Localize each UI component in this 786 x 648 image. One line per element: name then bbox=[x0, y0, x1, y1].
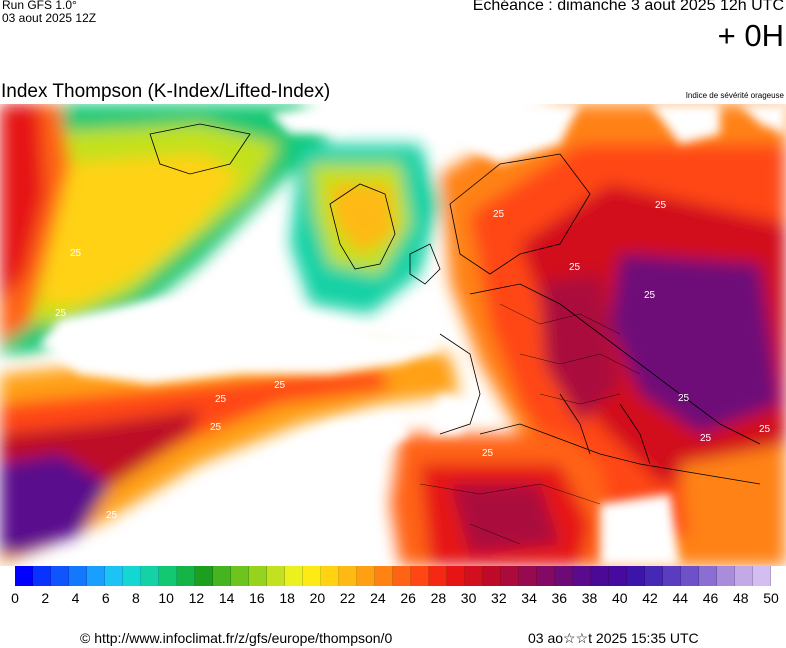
run-label: Run GFS 1.0° bbox=[2, 0, 77, 12]
colorbar-cell bbox=[357, 566, 375, 586]
footer-generated-time: 03 ao☆☆t 2025 15:35 UTC bbox=[528, 630, 699, 646]
footer-source-url: © http://www.infoclimat.fr/z/gfs/europe/… bbox=[80, 630, 393, 646]
colorbar-cell bbox=[411, 566, 429, 586]
colorbar-tick-label: 24 bbox=[370, 590, 386, 606]
colorbar-cell bbox=[501, 566, 519, 586]
colorbar-cell bbox=[321, 566, 339, 586]
colorbar-tick-label: 28 bbox=[430, 590, 447, 606]
contour-label: 25 bbox=[210, 422, 222, 433]
coastlines bbox=[149, 123, 761, 485]
colorbar-tick-label: 36 bbox=[551, 590, 568, 606]
colorbar-tick-label: 22 bbox=[339, 590, 356, 606]
colorbar-cell bbox=[591, 566, 609, 586]
colorbar-tick-label: 40 bbox=[612, 590, 628, 606]
map-subtitle: Indice de sévérité orageuse bbox=[685, 91, 784, 100]
colorbar-cell bbox=[285, 566, 303, 586]
colorbar-cell bbox=[483, 566, 501, 586]
colorbar-cell bbox=[51, 566, 69, 586]
colorbar-tick-label: 20 bbox=[309, 590, 326, 606]
contour-label: 25 bbox=[55, 308, 67, 319]
contour-label: 25 bbox=[569, 262, 581, 273]
forecast-map: 25 25 25 25 25 25 25 25 25 25 25 25 25 2… bbox=[0, 104, 786, 566]
colorbar-tick-label: 8 bbox=[132, 590, 140, 606]
colorbar-cell bbox=[33, 566, 51, 586]
colorbar-cell bbox=[195, 566, 213, 586]
colorbar-cell bbox=[375, 566, 393, 586]
colorbar-tick-label: 16 bbox=[249, 590, 265, 606]
contour-label: 25 bbox=[759, 424, 771, 435]
contour-label: 25 bbox=[106, 510, 118, 521]
colorbar-tick-label: 34 bbox=[521, 590, 537, 606]
colorbar-tick-label: 6 bbox=[101, 590, 110, 606]
colorbar-cell bbox=[141, 566, 159, 586]
colorbar-tick-label: 30 bbox=[460, 590, 477, 606]
colorbar-cell bbox=[339, 566, 357, 586]
colorbar bbox=[0, 566, 786, 586]
forecast-offset: + 0H bbox=[717, 18, 784, 53]
colorbar-tick-label: 48 bbox=[732, 590, 749, 606]
contour-label: 25 bbox=[215, 394, 227, 405]
no-data-zones bbox=[40, 104, 786, 566]
colorbar-tick-label: 50 bbox=[763, 590, 779, 606]
colorbar-tick-label: 38 bbox=[581, 590, 598, 606]
contour-label: 25 bbox=[493, 209, 505, 220]
colorbar-cell bbox=[429, 566, 447, 586]
colorbar-cell bbox=[753, 566, 771, 586]
index-field bbox=[0, 104, 786, 566]
colorbar-tick-label: 14 bbox=[218, 590, 235, 606]
colorbar-cell bbox=[69, 566, 87, 586]
colorbar-cell bbox=[177, 566, 195, 586]
contour-label: 25 bbox=[482, 448, 494, 459]
colorbar-tick-label: 0 bbox=[11, 590, 19, 606]
colorbar-cell bbox=[699, 566, 717, 586]
colorbar-cell bbox=[123, 566, 141, 586]
colorbar-cell bbox=[213, 566, 231, 586]
borders bbox=[419, 303, 641, 545]
contour-label: 25 bbox=[700, 433, 712, 444]
colorbar-cell bbox=[537, 566, 555, 586]
colorbar-tick-label: 2 bbox=[41, 590, 50, 606]
colorbar-tick-label: 12 bbox=[188, 590, 205, 606]
colorbar-cell bbox=[465, 566, 483, 586]
colorbar-cell bbox=[249, 566, 267, 586]
colorbar-cell bbox=[87, 566, 105, 586]
colorbar-tick-label: 44 bbox=[672, 590, 689, 606]
colorbar-cell bbox=[681, 566, 699, 586]
colorbar-cell bbox=[627, 566, 645, 586]
colorbar-cell bbox=[663, 566, 681, 586]
colorbar-cell bbox=[735, 566, 753, 586]
colorbar-cell bbox=[717, 566, 735, 586]
colorbar-tick-label: 42 bbox=[642, 590, 658, 606]
contour-label: 25 bbox=[70, 248, 82, 259]
colorbar-cell bbox=[159, 566, 177, 586]
contour-labels: 25 25 25 25 25 25 25 25 25 25 25 25 25 2… bbox=[55, 200, 771, 521]
colorbar-cell bbox=[447, 566, 465, 586]
colorbar-cell bbox=[393, 566, 411, 586]
colorbar-cell bbox=[519, 566, 537, 586]
contour-label: 25 bbox=[655, 200, 667, 211]
colorbar-tick-label: 4 bbox=[71, 590, 80, 606]
colorbar-tick-label: 46 bbox=[702, 590, 719, 606]
colorbar-cell bbox=[231, 566, 249, 586]
forecast-map-canvas: 25 25 25 25 25 25 25 25 25 25 25 25 25 2… bbox=[0, 104, 786, 566]
colorbar-cell bbox=[15, 566, 33, 586]
colorbar-cell bbox=[105, 566, 123, 586]
colorbar-tick-label: 10 bbox=[158, 590, 174, 606]
contour-label: 25 bbox=[274, 380, 286, 391]
colorbar-tick-label: 26 bbox=[400, 590, 416, 606]
colorbar-cell bbox=[645, 566, 663, 586]
colorbar-tick-label: 18 bbox=[279, 590, 295, 606]
forecast-valid-time: Echéance : dimanche 3 aout 2025 12h UTC bbox=[472, 0, 784, 14]
contour-label: 25 bbox=[678, 393, 690, 404]
colorbar-cell bbox=[267, 566, 285, 586]
colorbar-cell bbox=[609, 566, 627, 586]
colorbar-tick-label: 32 bbox=[491, 590, 507, 606]
colorbar-cell bbox=[573, 566, 591, 586]
run-date: 03 aout 2025 12Z bbox=[2, 11, 97, 25]
colorbar-cell bbox=[303, 566, 321, 586]
contour-label: 25 bbox=[644, 290, 656, 301]
map-title: Index Thompson (K-Index/Lifted-Index) bbox=[1, 81, 331, 102]
colorbar-cell bbox=[555, 566, 573, 586]
